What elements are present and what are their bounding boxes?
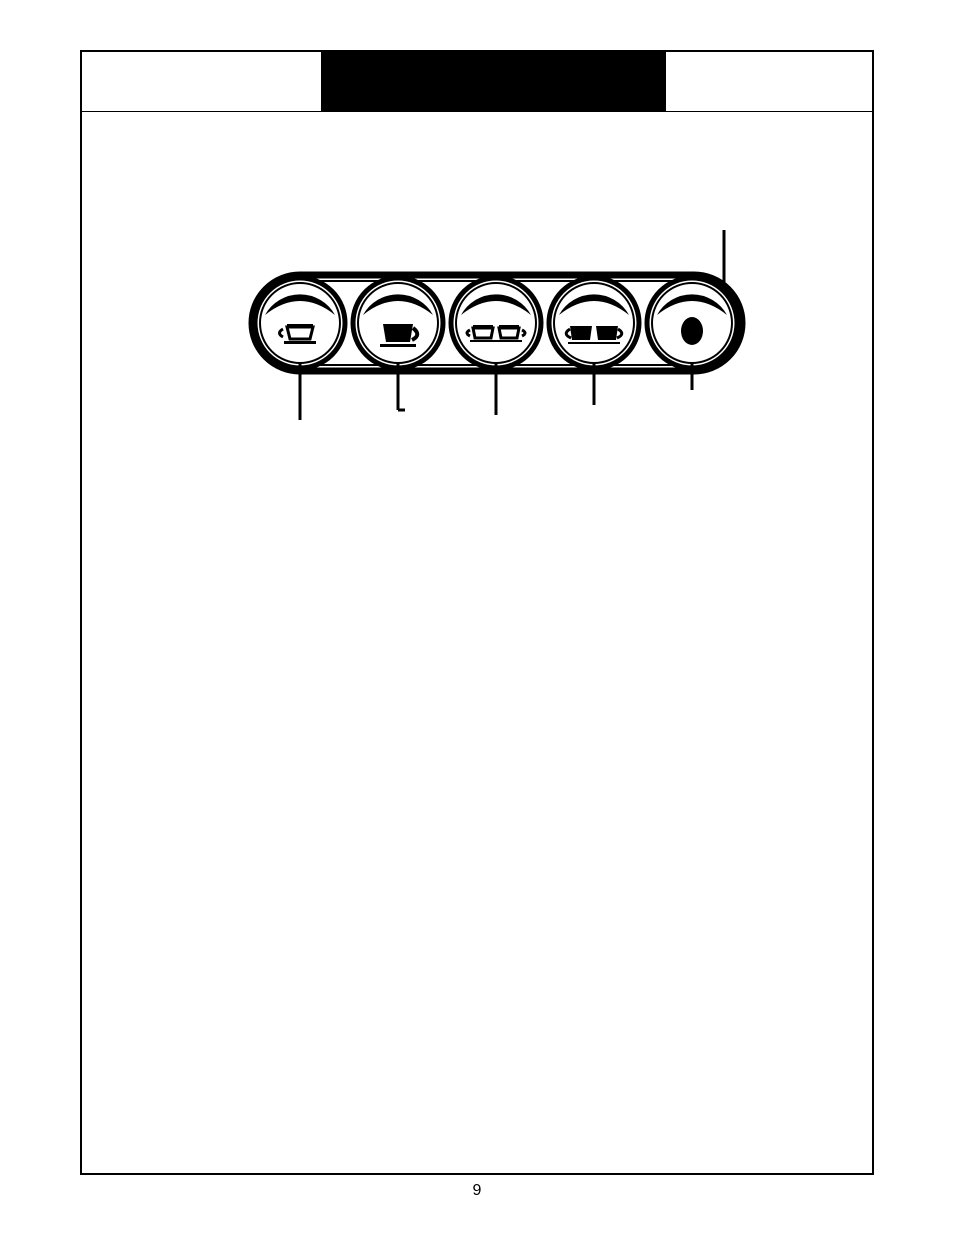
button-stop: [647, 278, 737, 368]
button-double-large: [549, 278, 639, 368]
button-double-espresso: [451, 278, 541, 368]
button-single-large: [353, 278, 443, 368]
document-page: 9: [0, 0, 954, 1235]
control-panel-svg: [247, 225, 747, 435]
page-number: 9: [0, 1182, 954, 1200]
header-black-block: [321, 50, 666, 112]
button-single-espresso: [255, 278, 345, 368]
page-border: [80, 50, 874, 1175]
control-panel-diagram: [247, 225, 747, 435]
